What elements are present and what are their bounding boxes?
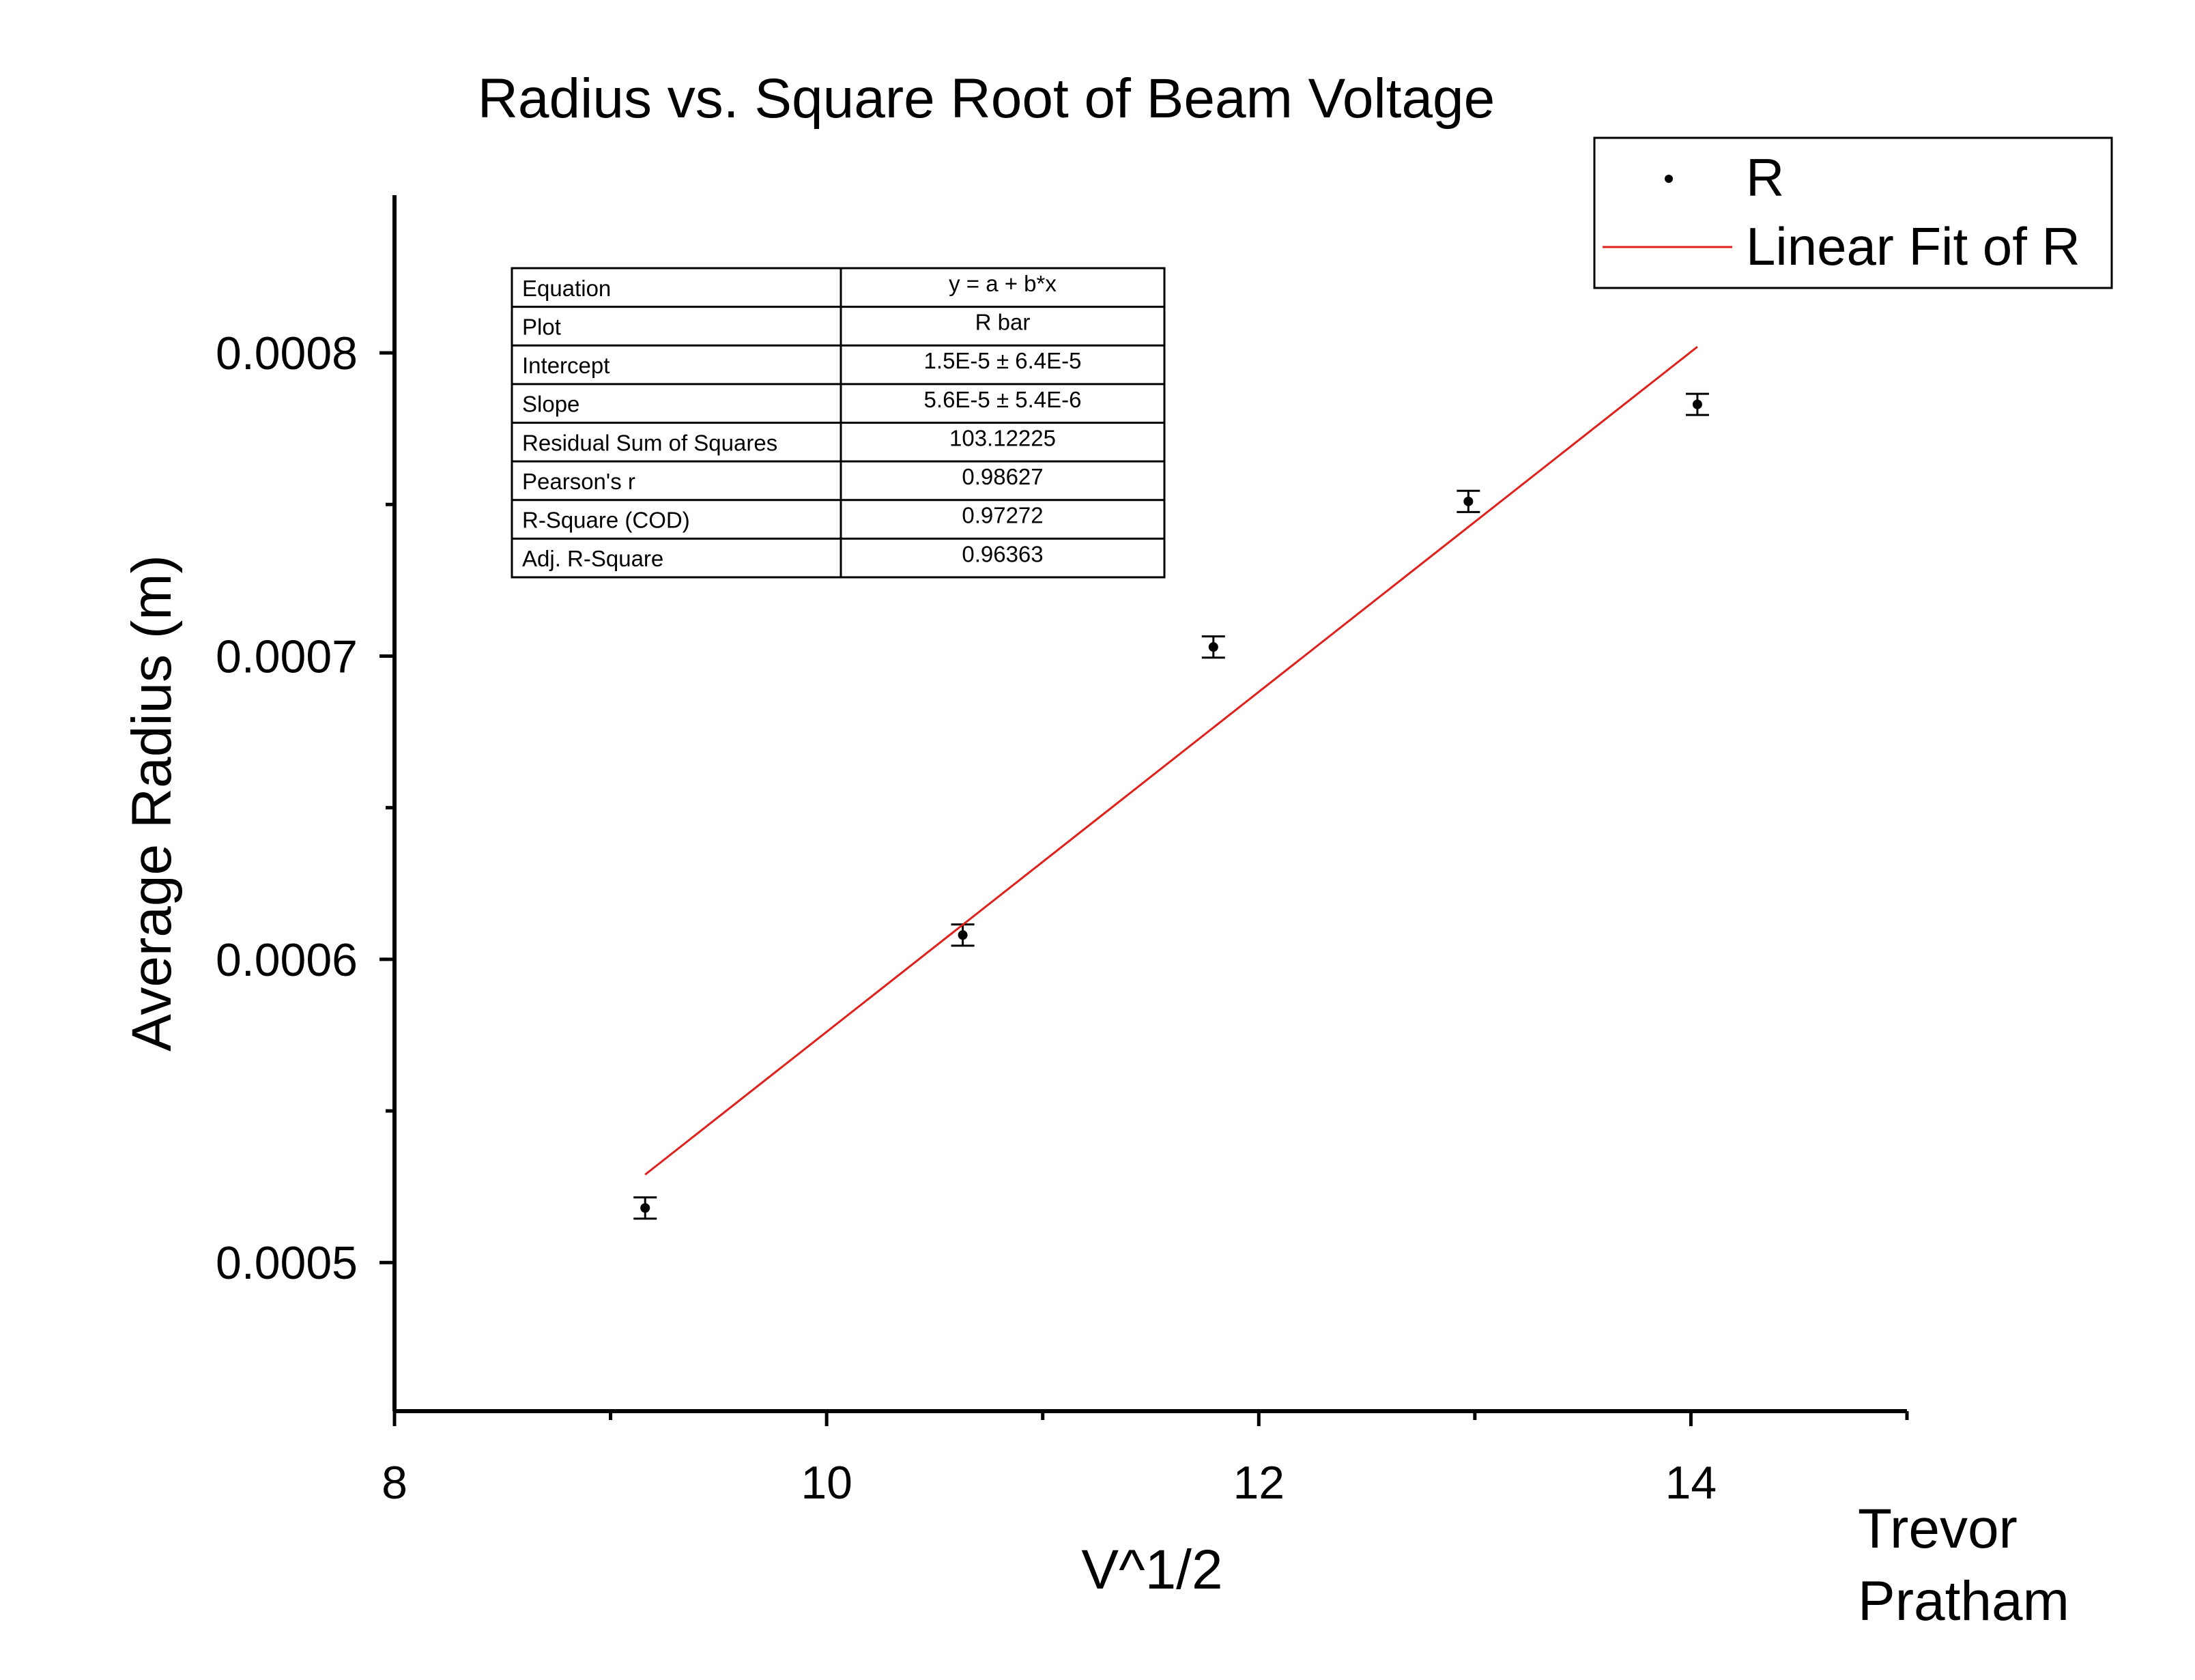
data-point [1463,496,1474,506]
chart-title: Radius vs. Square Root of Beam Voltage [478,68,1495,130]
data-point [1692,399,1702,409]
x-ticks: 8 10 12 14 [382,1411,1909,1509]
y-ticks: 0.0005 0.0006 0.0007 0.0008 [216,328,394,1289]
y-tick-label: 0.0006 [216,934,358,986]
fit-table-value: 0.96363 [962,541,1043,566]
fit-table-value: y = a + b*x [949,271,1057,296]
legend-label-r: R [1746,147,1784,207]
fit-table-label: Pearson's r [522,469,635,494]
fit-table-value: 1.5E-5 ± 6.4E-5 [924,348,1082,373]
legend-label-fit: Linear Fit of R [1746,216,2080,276]
x-axis-label: V^1/2 [1081,1539,1222,1601]
legend-marker-r [1665,175,1673,183]
fit-line [644,346,1698,1176]
x-tick-label: 8 [382,1457,407,1509]
legend: R Linear Fit of R [1593,136,2113,289]
x-tick-label: 14 [1665,1457,1717,1509]
plot-area [633,346,1709,1220]
fit-table-value: 103.12225 [949,425,1056,450]
fit-results-table: Equation y = a + b*x Plot R bar Intercept 1.5… [511,267,1166,579]
author-line-2: Pratham [1858,1570,2069,1632]
fit-table-value: R bar [975,310,1031,335]
fit-table-label: Slope [522,392,579,417]
y-tick-label: 0.0005 [216,1237,358,1289]
fit-table-rows: Equation y = a + b*x Plot R bar Intercept 1.5… [512,271,1164,571]
fit-table-value: 0.97272 [962,503,1043,528]
author-annotation: Trevor Pratham [1858,1498,2069,1632]
x-axis: 8 10 12 14 V^1/2 [382,1409,1909,1601]
legend-box [1593,136,2113,289]
data-point [1208,642,1218,652]
author-line-1: Trevor [1858,1498,2018,1560]
y-axis-label: Average Radius (m) [121,555,183,1052]
y-axis: 0.0005 0.0006 0.0007 0.0008 Average Radius … [121,195,397,1411]
y-tick-label: 0.0008 [216,328,358,379]
fit-table-value: 0.98627 [962,464,1043,489]
fit-table-label: Adj. R-Square [522,546,663,571]
fit-table-label: Residual Sum of Squares [522,430,777,455]
fit-table-label: R-Square (COD) [522,508,690,533]
data-point [958,930,968,940]
fit-table-label: Equation [522,276,611,301]
x-tick-label: 12 [1233,1457,1285,1509]
fit-table-value: 5.6E-5 ± 5.4E-6 [924,387,1082,412]
x-tick-label: 10 [801,1457,852,1509]
y-tick-label: 0.0007 [216,631,358,682]
fit-table-label: Plot [522,314,561,339]
data-point [640,1203,650,1213]
fit-table-label: Intercept [522,353,609,378]
